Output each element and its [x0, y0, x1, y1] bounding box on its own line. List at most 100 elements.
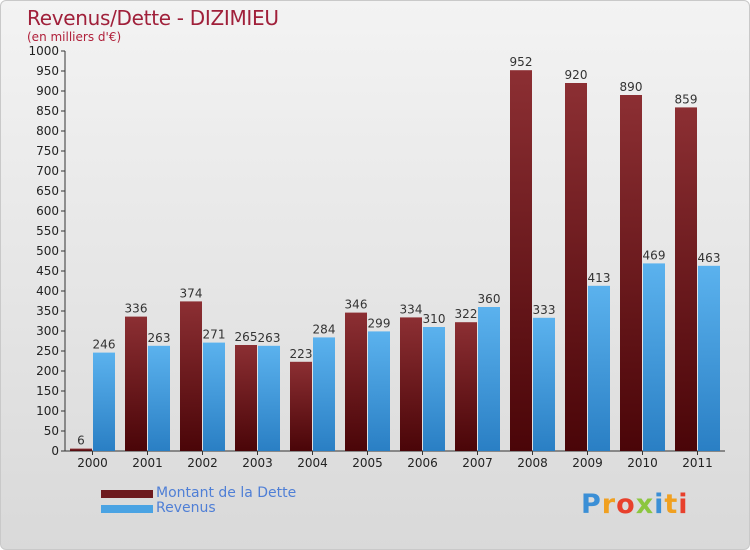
- value-label-dette: 920: [565, 68, 588, 82]
- y-tick-label: 650: [36, 184, 59, 198]
- value-label-revenus: 463: [698, 251, 721, 265]
- chart-subtitle: (en milliers d'€): [27, 30, 122, 44]
- bar-revenus: [368, 331, 390, 451]
- bar-dette: [620, 95, 642, 451]
- bar-dette: [675, 107, 697, 452]
- x-tick-label: 2009: [572, 456, 603, 470]
- value-label-dette: 6: [77, 434, 85, 448]
- bar-revenus: [423, 327, 445, 451]
- y-tick-label: 700: [36, 164, 59, 178]
- bar-revenus: [643, 263, 665, 451]
- legend-swatch-revenus: [101, 505, 153, 513]
- y-tick-label: 150: [36, 384, 59, 398]
- chart-axes: 0 50 100 150 200 250 300 350 400 450 500 550 600 650 7…: [28, 44, 725, 470]
- x-tick-label: 2003: [242, 456, 273, 470]
- bar-revenus: [313, 337, 335, 451]
- value-label-dette: 322: [455, 307, 478, 321]
- y-tick-label: 750: [36, 144, 59, 158]
- bar-dette: [565, 83, 587, 451]
- y-tick-label: 950: [36, 64, 59, 78]
- value-label-revenus: 360: [478, 292, 501, 306]
- y-tick-label: 0: [51, 444, 59, 458]
- chart-title: Revenus/Dette - DIZIMIEU: [27, 6, 279, 30]
- bar-dette: [125, 316, 147, 451]
- x-tick-label: 2002: [187, 456, 218, 470]
- x-tick-label: 2001: [132, 456, 163, 470]
- value-label-revenus: 333: [533, 303, 556, 317]
- value-label-dette: 952: [510, 55, 533, 69]
- bar-dette: [70, 448, 92, 451]
- logo-letter: o: [616, 489, 636, 520]
- logo-letter: x: [635, 489, 655, 520]
- value-label-dette: 346: [345, 298, 368, 312]
- x-tick-label: 2004: [297, 456, 328, 470]
- y-tick-label: 450: [36, 264, 59, 278]
- y-tick-label: 500: [36, 244, 59, 258]
- bar-revenus: [93, 352, 115, 451]
- bar-revenus: [203, 342, 225, 451]
- y-tick-label: 200: [36, 364, 59, 378]
- x-tick-label: 2008: [517, 456, 548, 470]
- chart-bars: [70, 70, 720, 452]
- bar-dette: [345, 312, 367, 451]
- y-tick-label: 850: [36, 104, 59, 118]
- value-label-revenus: 469: [643, 248, 666, 262]
- y-tick-label: 350: [36, 304, 59, 318]
- legend-label-debt: Montant de la Dette: [156, 485, 297, 501]
- y-tick-label: 1000: [28, 44, 59, 58]
- value-label-revenus: 263: [148, 331, 171, 345]
- legend-label-revenus: Revenus: [156, 500, 216, 516]
- value-label-revenus: 413: [588, 271, 611, 285]
- bar-dette: [180, 301, 202, 451]
- bar-revenus: [698, 265, 720, 451]
- y-tick-label: 900: [36, 84, 59, 98]
- y-tick-label: 600: [36, 204, 59, 218]
- bar-revenus: [148, 345, 170, 451]
- y-tick-label: 100: [36, 404, 59, 418]
- y-tick-label: 50: [44, 424, 59, 438]
- x-tick-label: 2006: [407, 456, 438, 470]
- logo-letter: P: [581, 489, 602, 520]
- value-label-dette: 334: [400, 302, 423, 316]
- x-tick-label: 2007: [462, 456, 493, 470]
- logo-letter: r: [601, 489, 617, 520]
- value-label-dette: 890: [620, 80, 643, 94]
- value-label-dette: 374: [180, 286, 203, 300]
- x-tick-label: 2010: [627, 456, 658, 470]
- proxiti-logo: Proxiti: [581, 489, 689, 520]
- value-label-dette: 223: [290, 347, 313, 361]
- value-label-revenus: 246: [93, 338, 116, 352]
- value-label-dette: 859: [675, 92, 698, 106]
- bar-revenus: [478, 307, 500, 451]
- y-tick-label: 300: [36, 324, 59, 338]
- legend-swatch-debt: [101, 490, 153, 498]
- y-tick-label: 800: [36, 124, 59, 138]
- bar-dette: [455, 322, 477, 451]
- value-label-revenus: 310: [423, 312, 446, 326]
- bar-dette: [400, 317, 422, 451]
- bar-dette: [290, 361, 312, 451]
- bar-dette: [235, 345, 257, 451]
- bar-revenus: [533, 317, 555, 451]
- value-label-revenus: 284: [313, 322, 336, 336]
- y-tick-label: 250: [36, 344, 59, 358]
- bar-dette: [510, 70, 532, 451]
- logo-letter: i: [678, 489, 689, 520]
- value-label-dette: 265: [235, 330, 258, 344]
- bar-revenus: [588, 285, 610, 451]
- value-label-revenus: 271: [203, 328, 226, 342]
- x-tick-label: 2000: [77, 456, 108, 470]
- value-label-revenus: 263: [258, 331, 281, 345]
- logo-letter: i: [654, 489, 665, 520]
- bar-revenus: [258, 345, 280, 451]
- y-tick-label: 400: [36, 284, 59, 298]
- value-label-revenus: 299: [368, 316, 391, 330]
- logo-letter: t: [664, 489, 679, 520]
- x-tick-label: 2011: [682, 456, 713, 470]
- x-tick-label: 2005: [352, 456, 383, 470]
- value-label-dette: 336: [125, 302, 148, 316]
- y-tick-label: 550: [36, 224, 59, 238]
